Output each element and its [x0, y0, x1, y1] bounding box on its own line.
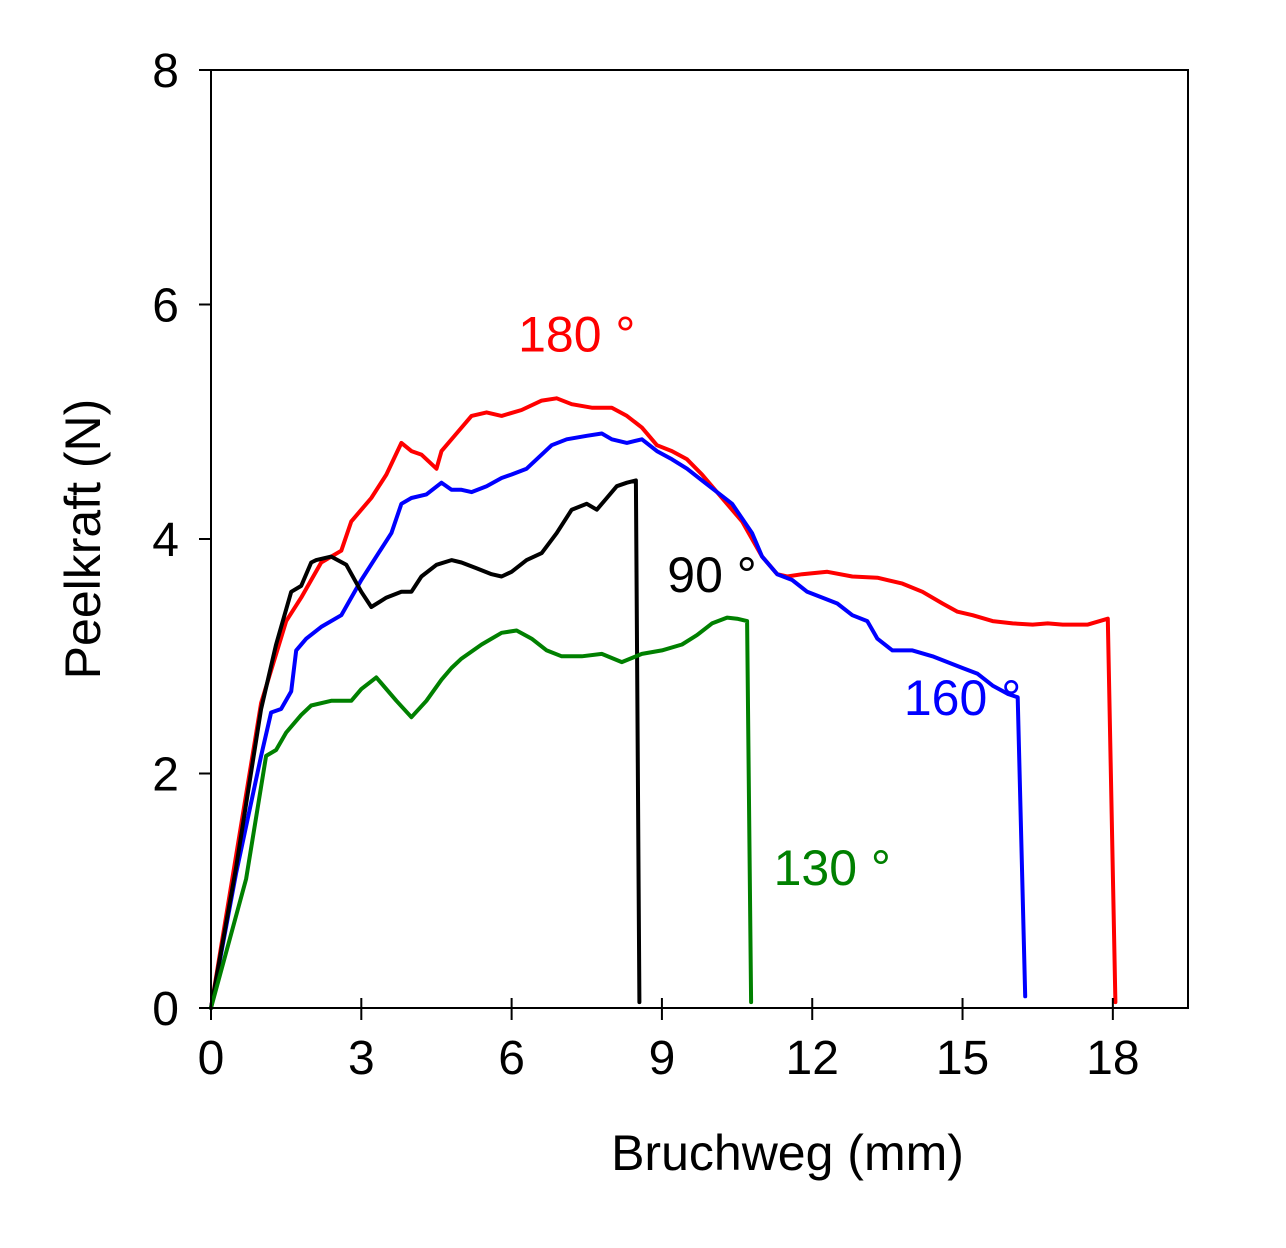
y-tick-label-4: 4 [152, 514, 179, 567]
x-axis-title: Bruchweg (mm) [611, 1125, 964, 1181]
x-tick-label-18: 18 [1086, 1032, 1139, 1085]
series-label-130deg: 130 ° [774, 840, 891, 896]
x-tick-label-0: 0 [198, 1032, 225, 1085]
annotation-layer: 180 ° 90 ° 160 ° 130 ° [518, 306, 1021, 895]
x-tick-label-9: 9 [649, 1032, 676, 1085]
y-tick-label-8: 8 [152, 45, 179, 98]
axes-layer: 0 3 6 9 12 15 18 0 2 4 6 8 [152, 45, 1189, 1085]
series-line-180deg [209, 396, 1118, 1010]
x-tick-label-3: 3 [348, 1032, 375, 1085]
x-tick-label-12: 12 [786, 1032, 839, 1085]
y-tick-label-2: 2 [152, 749, 179, 802]
series-layer [209, 396, 1118, 1010]
y-tick-label-6: 6 [152, 280, 179, 333]
x-tick-label-6: 6 [498, 1032, 525, 1085]
series-line-90deg [209, 478, 642, 1010]
series-label-180deg: 180 ° [518, 306, 635, 362]
series-line-160deg [209, 431, 1028, 1010]
x-tick-label-15: 15 [936, 1032, 989, 1085]
y-axis-title: Peelkraft (N) [55, 399, 111, 680]
series-label-160deg: 160 ° [904, 670, 1021, 726]
y-tick-label-0: 0 [152, 983, 179, 1036]
series-line-130deg [209, 615, 754, 1010]
series-label-90deg: 90 ° [667, 547, 757, 603]
